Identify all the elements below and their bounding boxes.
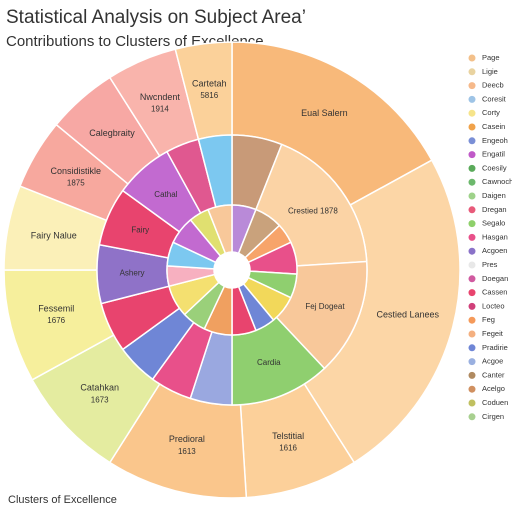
- outer-code: 1673: [91, 395, 109, 404]
- legend-label: Acgoe: [482, 357, 503, 366]
- outer-code: 1875: [67, 179, 85, 188]
- legend-swatch: [468, 413, 476, 421]
- legend-swatch: [468, 261, 476, 269]
- outer-label: Predioral: [169, 434, 205, 444]
- legend-label: Dregan: [482, 205, 507, 214]
- legend-label: Daigen: [482, 191, 506, 200]
- legend-swatch: [468, 68, 476, 76]
- outer-label: Calegbraity: [89, 128, 135, 138]
- outer-label: Cestied Lanees: [377, 310, 440, 320]
- outer-label: Eual Salern: [301, 108, 348, 118]
- legend-label: Fegeit: [482, 329, 504, 338]
- legend-swatch: [468, 330, 476, 338]
- legend-swatch: [468, 54, 476, 62]
- legend-swatch: [468, 289, 476, 297]
- legend-label: Casein: [482, 122, 505, 131]
- legend-label: Acgoen: [482, 246, 507, 255]
- legend-label: Engeoh: [482, 136, 508, 145]
- legend-swatch: [468, 275, 476, 283]
- legend-label: Cassen: [482, 288, 507, 297]
- legend-swatch: [468, 82, 476, 90]
- middle-label: Ashery: [120, 268, 145, 277]
- legend-swatch: [468, 233, 476, 241]
- legend-swatch: [468, 371, 476, 379]
- legend-swatch: [468, 137, 476, 145]
- legend-label: Acelgo: [482, 384, 505, 393]
- legend-label: Segalo: [482, 219, 505, 228]
- outer-label: Fessemil: [38, 304, 74, 314]
- legend-label: Page: [482, 53, 500, 62]
- legend-swatch: [468, 302, 476, 310]
- outer-label: Considistikle: [51, 166, 102, 176]
- middle-label: Cathal: [154, 190, 177, 199]
- legend-label: Locteo: [482, 301, 505, 310]
- middle-label: Fairy: [131, 225, 149, 234]
- outer-code: 1613: [178, 447, 196, 456]
- chart-title: Statistical Analysis on Subject Area’: [6, 7, 306, 28]
- legend-label: Coduen: [482, 398, 508, 407]
- legend-swatch: [468, 344, 476, 352]
- legend-swatch: [468, 399, 476, 407]
- legend-swatch: [468, 178, 476, 186]
- legend-label: Pres: [482, 260, 498, 269]
- outer-code: 5816: [200, 91, 218, 100]
- legend-swatch: [468, 151, 476, 159]
- legend-label: Cirgen: [482, 412, 504, 421]
- legend-label: Canter: [482, 370, 505, 379]
- center: [214, 252, 250, 288]
- legend-swatch: [468, 358, 476, 366]
- middle-label: Cardia: [257, 358, 281, 367]
- legend-swatch: [468, 109, 476, 117]
- outer-label: Telstitial: [272, 431, 304, 441]
- legend-swatch: [468, 164, 476, 172]
- legend-swatch: [468, 247, 476, 255]
- legend-swatch: [468, 95, 476, 103]
- legend-label: Coresit: [482, 94, 507, 103]
- legend-swatch: [468, 192, 476, 200]
- legend-label: Feg: [482, 315, 495, 324]
- legend-label: Engatil: [482, 150, 505, 159]
- outer-label: Nwcndent: [140, 92, 181, 102]
- legend-label: Corty: [482, 108, 500, 117]
- legend-swatch: [468, 385, 476, 393]
- legend-label: Pradirie: [482, 343, 508, 352]
- outer-code: 1676: [47, 316, 65, 325]
- legend-label: Doegan: [482, 274, 508, 283]
- middle-label: Fej Dogeat: [305, 302, 345, 311]
- outer-label: Fairy Nalue: [31, 230, 77, 240]
- legend-label: Deecb: [482, 81, 504, 90]
- legend-label: Coesily: [482, 163, 507, 172]
- legend-swatch: [468, 123, 476, 131]
- middle-label: Crestied 1878: [288, 206, 338, 215]
- outer-label: Catahkan: [80, 383, 119, 393]
- outer-code: 1616: [279, 444, 297, 453]
- legend-label: Cawnoch: [482, 177, 512, 186]
- outer-label: Cartetah: [192, 78, 227, 88]
- legend-swatch: [468, 206, 476, 214]
- legend-label: Hasgan: [482, 232, 508, 241]
- legend-swatch: [468, 220, 476, 228]
- outer-code: 1914: [151, 105, 169, 114]
- legend-label: Ligie: [482, 67, 498, 76]
- legend-swatch: [468, 316, 476, 324]
- chart-footer: Clusters of Excellence: [8, 494, 117, 506]
